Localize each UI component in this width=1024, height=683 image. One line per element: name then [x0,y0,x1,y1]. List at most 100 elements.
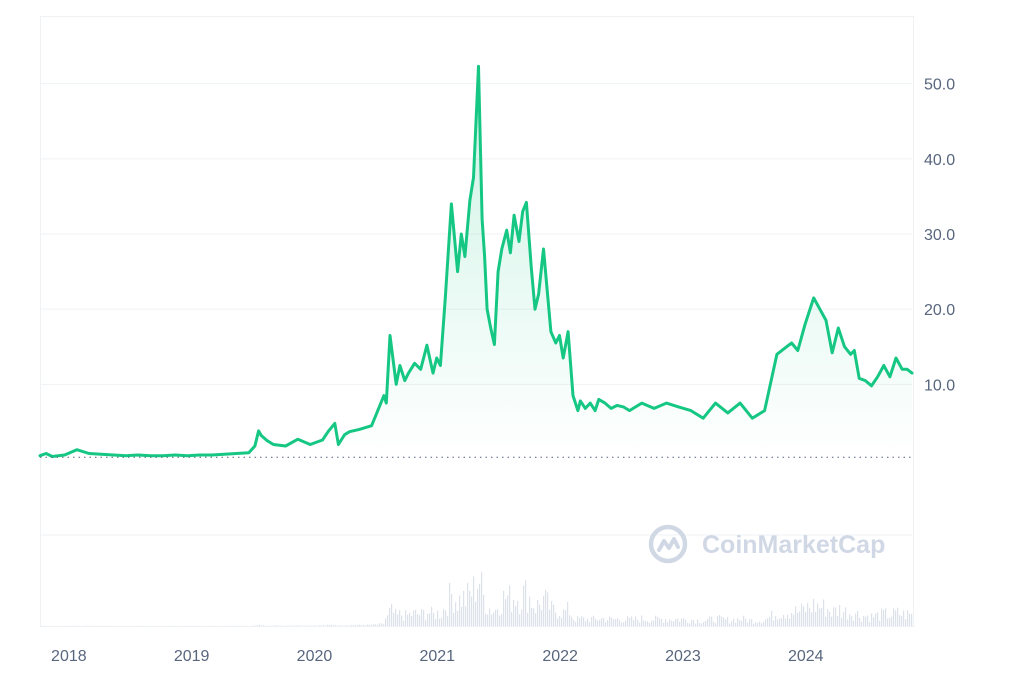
volume-bar [735,622,737,626]
volume-bar [529,596,531,626]
volume-bar [675,619,677,626]
volume-bar [555,612,557,626]
volume-bar [661,618,663,626]
volume-bar [483,594,485,626]
volume-bar [451,593,453,626]
volume-bar [839,605,841,626]
volume-bar [795,606,797,626]
volume-bar [433,612,435,626]
volume-bar [829,611,831,626]
volume-bar [475,601,477,626]
volume-bar [741,620,743,626]
volume-bar [739,620,741,626]
volume-bar [909,613,911,626]
volume-bar [357,625,359,626]
volume-bar [809,608,811,626]
volume-bar [649,622,651,626]
volume-bar [577,616,579,626]
x-tick-label: 2021 [419,648,455,665]
volume-bar [663,622,665,626]
volume-bar [273,625,275,626]
volume-bar [719,615,721,626]
volume-bar [815,611,817,626]
volume-bar [847,619,849,626]
volume-bar [761,623,763,626]
volume-bar [321,625,323,626]
volume-bar [443,608,445,626]
volume-bar [817,603,819,626]
volume-bar [779,618,781,626]
volume-bar [497,609,499,626]
volume-bar [701,623,703,626]
volume-bar [797,612,799,626]
volume-bar [263,625,265,626]
volume-bar [869,622,871,626]
volume-bar [753,623,755,626]
volume-bar [627,616,629,626]
volume-bar [605,622,607,626]
volume-bar [389,608,391,626]
volume-bar [607,620,609,626]
volume-bar [611,617,613,626]
volume-bar [625,620,627,626]
volume-bar [643,620,645,626]
volume-bar [723,617,725,626]
volume-bar [873,617,875,626]
volume-bar [571,616,573,626]
volume-bar [551,601,553,626]
volume-bar [425,619,427,626]
volume-bar [727,616,729,626]
volume-bar [771,610,773,626]
volume-bar [687,622,689,626]
volume-bar [837,615,839,626]
volume-bar [385,618,387,626]
volume-bar [729,623,731,626]
volume-bar [641,615,643,626]
volume-bar [699,623,701,626]
volume-bar [405,610,407,626]
volume-bar [707,618,709,626]
volume-bar [731,621,733,626]
volume-bar [601,618,603,626]
volume-bar [759,621,761,626]
volume-bar [907,610,909,626]
volume-bar [527,612,529,626]
volume-bar [543,595,545,626]
volume-bar [441,617,443,626]
gridlines [40,83,912,536]
volume-bar [455,602,457,626]
y-axis: 10.0 20.0 30.0 40.0 50.0 [924,77,955,395]
volume-bar [669,619,671,626]
y-tick-label: 10.0 [924,377,955,394]
volume-bar [335,625,337,626]
volume-bar [619,620,621,626]
x-tick-label: 2024 [788,648,824,665]
volume-bar [887,618,889,626]
volume-bar [365,625,367,626]
volume-bar [531,607,533,626]
volume-bar [511,612,513,626]
volume-bar [793,614,795,626]
volume-bar [387,615,389,626]
volume-bar [609,616,611,626]
volume-bar [505,599,507,626]
volume-bar [525,580,527,626]
volume-bar [895,610,897,626]
volume-bar [849,614,851,626]
x-axis: 2018 2019 2020 2021 2022 2023 2024 [51,648,824,665]
volume-bar [695,623,697,626]
volume-bar [827,609,829,626]
volume-bar [859,617,861,626]
volume-bar [603,618,605,626]
volume-bar [775,615,777,626]
volume-bar [671,620,673,626]
volume-bar [665,619,667,626]
volume-bar [905,619,907,626]
volume-bar [359,624,361,626]
volume-bar [515,605,517,626]
volume-bar [901,615,903,626]
watermark: CoinMarketCap [648,524,885,564]
volume-bar [777,619,779,626]
volume-bar [789,618,791,626]
volume-bar [593,615,595,626]
